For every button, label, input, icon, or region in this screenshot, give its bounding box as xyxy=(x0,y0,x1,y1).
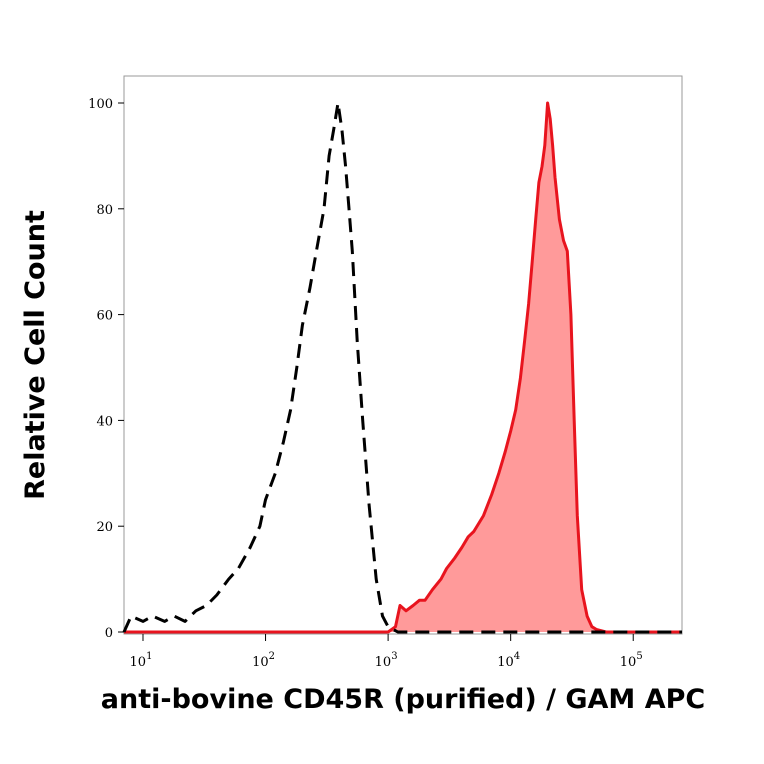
x-axis-title: anti-bovine CD45R (purified) / GAM APC xyxy=(101,684,705,715)
plot-frame xyxy=(123,75,683,635)
y-tick-label-0: 0 xyxy=(105,626,113,641)
series-1-fill xyxy=(124,103,682,632)
y-axis-title: Relative Cell Count xyxy=(20,210,51,500)
x-tick-label-100000: 105 xyxy=(620,651,643,670)
y-tick-label-20: 20 xyxy=(96,520,113,535)
series-1-line xyxy=(124,101,682,634)
x-tick-label-1000: 103 xyxy=(375,651,398,670)
x-tick-label-100: 102 xyxy=(252,651,275,670)
series-layer xyxy=(122,101,682,634)
y-tick-label-80: 80 xyxy=(96,203,113,218)
x-tick-label-10: 101 xyxy=(130,651,153,670)
series-0-line xyxy=(122,101,682,634)
y-axis: 0 20 40 60 80 100 xyxy=(88,97,124,641)
y-tick-label-60: 60 xyxy=(96,309,113,324)
y-tick-label-40: 40 xyxy=(96,414,113,429)
x-axis: 101 102 103 104 105 xyxy=(130,634,643,670)
x-tick-label-10000: 104 xyxy=(497,651,520,670)
y-tick-label-100: 100 xyxy=(88,97,113,112)
